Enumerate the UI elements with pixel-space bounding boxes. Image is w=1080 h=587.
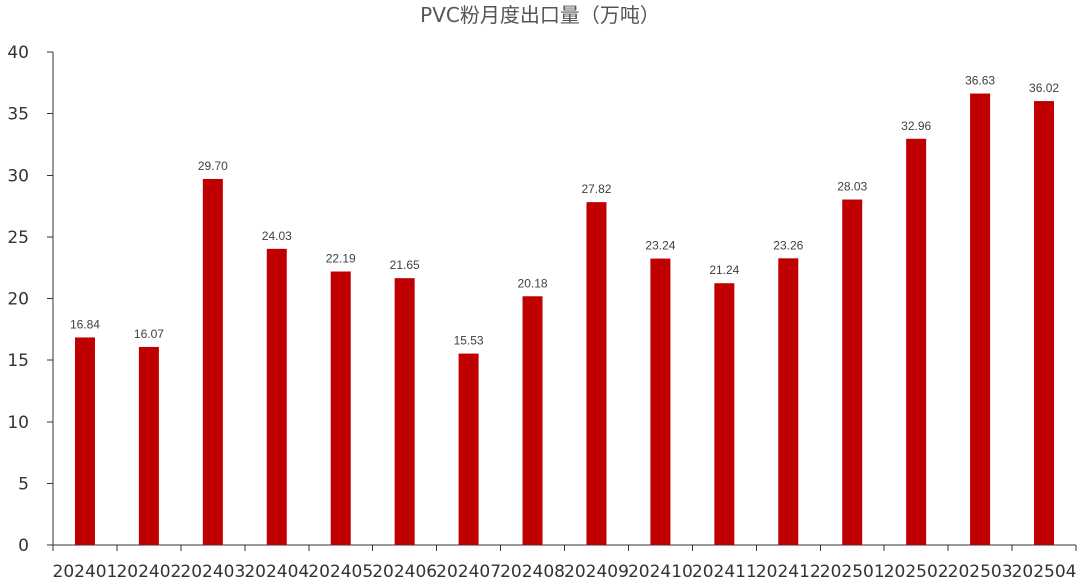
- bar: [586, 202, 607, 545]
- bar-value-label: 23.26: [773, 238, 803, 252]
- bar: [266, 248, 287, 545]
- y-tick-label: 10: [7, 413, 29, 433]
- y-tick-label: 5: [18, 474, 29, 494]
- x-tick-label: 202504: [1012, 562, 1077, 582]
- bar-value-label: 21.24: [709, 263, 739, 277]
- bar-value-label: 32.96: [901, 119, 931, 133]
- bar-series: [74, 93, 1055, 545]
- bar-value-label: 22.19: [326, 252, 356, 266]
- bar-value-label: 36.02: [1029, 81, 1059, 95]
- bar-value-label: 28.03: [837, 180, 867, 194]
- x-tick-label: 202402: [116, 562, 181, 582]
- bar: [394, 278, 415, 545]
- bar: [778, 258, 799, 545]
- bar-value-label: 15.53: [454, 334, 484, 348]
- y-tick-label: 40: [7, 43, 29, 63]
- y-tick-label: 30: [7, 166, 29, 186]
- bar: [522, 296, 543, 545]
- bar-value-label: 20.18: [518, 276, 548, 290]
- bar-value-label: 16.84: [70, 317, 100, 331]
- bar: [650, 258, 671, 545]
- y-axis: 0 5 10 15 20 25 30 35 40: [7, 43, 54, 556]
- x-tick-label: 202407: [436, 562, 501, 582]
- y-tick-label: 25: [7, 228, 29, 248]
- x-tick-label: 202412: [756, 562, 821, 582]
- x-tick-label: 202405: [308, 562, 373, 582]
- x-tick-label: 202501: [820, 562, 885, 582]
- x-tick-label: 202502: [884, 562, 949, 582]
- bar: [970, 93, 991, 545]
- x-axis: 202401 202402 202403 202404 202405 202406 2024…: [52, 544, 1077, 582]
- chart-title: PVC粉月度出口量（万吨）: [420, 3, 660, 27]
- x-tick-label: 202406: [372, 562, 437, 582]
- bar-value-label: 36.63: [965, 74, 995, 88]
- x-tick-label: 202403: [180, 562, 245, 582]
- x-tick-label: 202503: [948, 562, 1013, 582]
- bar: [1034, 101, 1055, 545]
- bar-value-label: 16.07: [134, 327, 164, 341]
- bar: [74, 337, 95, 545]
- y-tick-label: 35: [7, 105, 29, 125]
- bar: [330, 271, 351, 545]
- bar: [714, 283, 735, 545]
- y-tick-label: 15: [7, 351, 29, 371]
- data-labels: 16.84 16.07 29.70 24.03 22.19 21.65 15.53 20.18…: [70, 74, 1059, 348]
- bar-value-label: 21.65: [390, 258, 420, 272]
- x-tick-label: 202408: [500, 562, 565, 582]
- bar-value-label: 23.24: [645, 239, 675, 253]
- bar-value-label: 29.70: [198, 159, 228, 173]
- y-tick-label: 20: [7, 290, 29, 310]
- bar: [202, 178, 223, 545]
- bar: [458, 353, 479, 545]
- bar-value-label: 27.82: [581, 182, 611, 196]
- x-tick-label: 202404: [244, 562, 309, 582]
- y-tick-label: 0: [18, 536, 29, 556]
- bar: [842, 199, 863, 545]
- x-tick-label: 202401: [53, 562, 118, 582]
- bar: [138, 346, 159, 545]
- x-tick-label: 202411: [692, 562, 757, 582]
- x-tick-label: 202410: [628, 562, 693, 582]
- bar-value-label: 24.03: [262, 229, 292, 243]
- bar: [906, 138, 927, 545]
- x-tick-label: 202409: [564, 562, 629, 582]
